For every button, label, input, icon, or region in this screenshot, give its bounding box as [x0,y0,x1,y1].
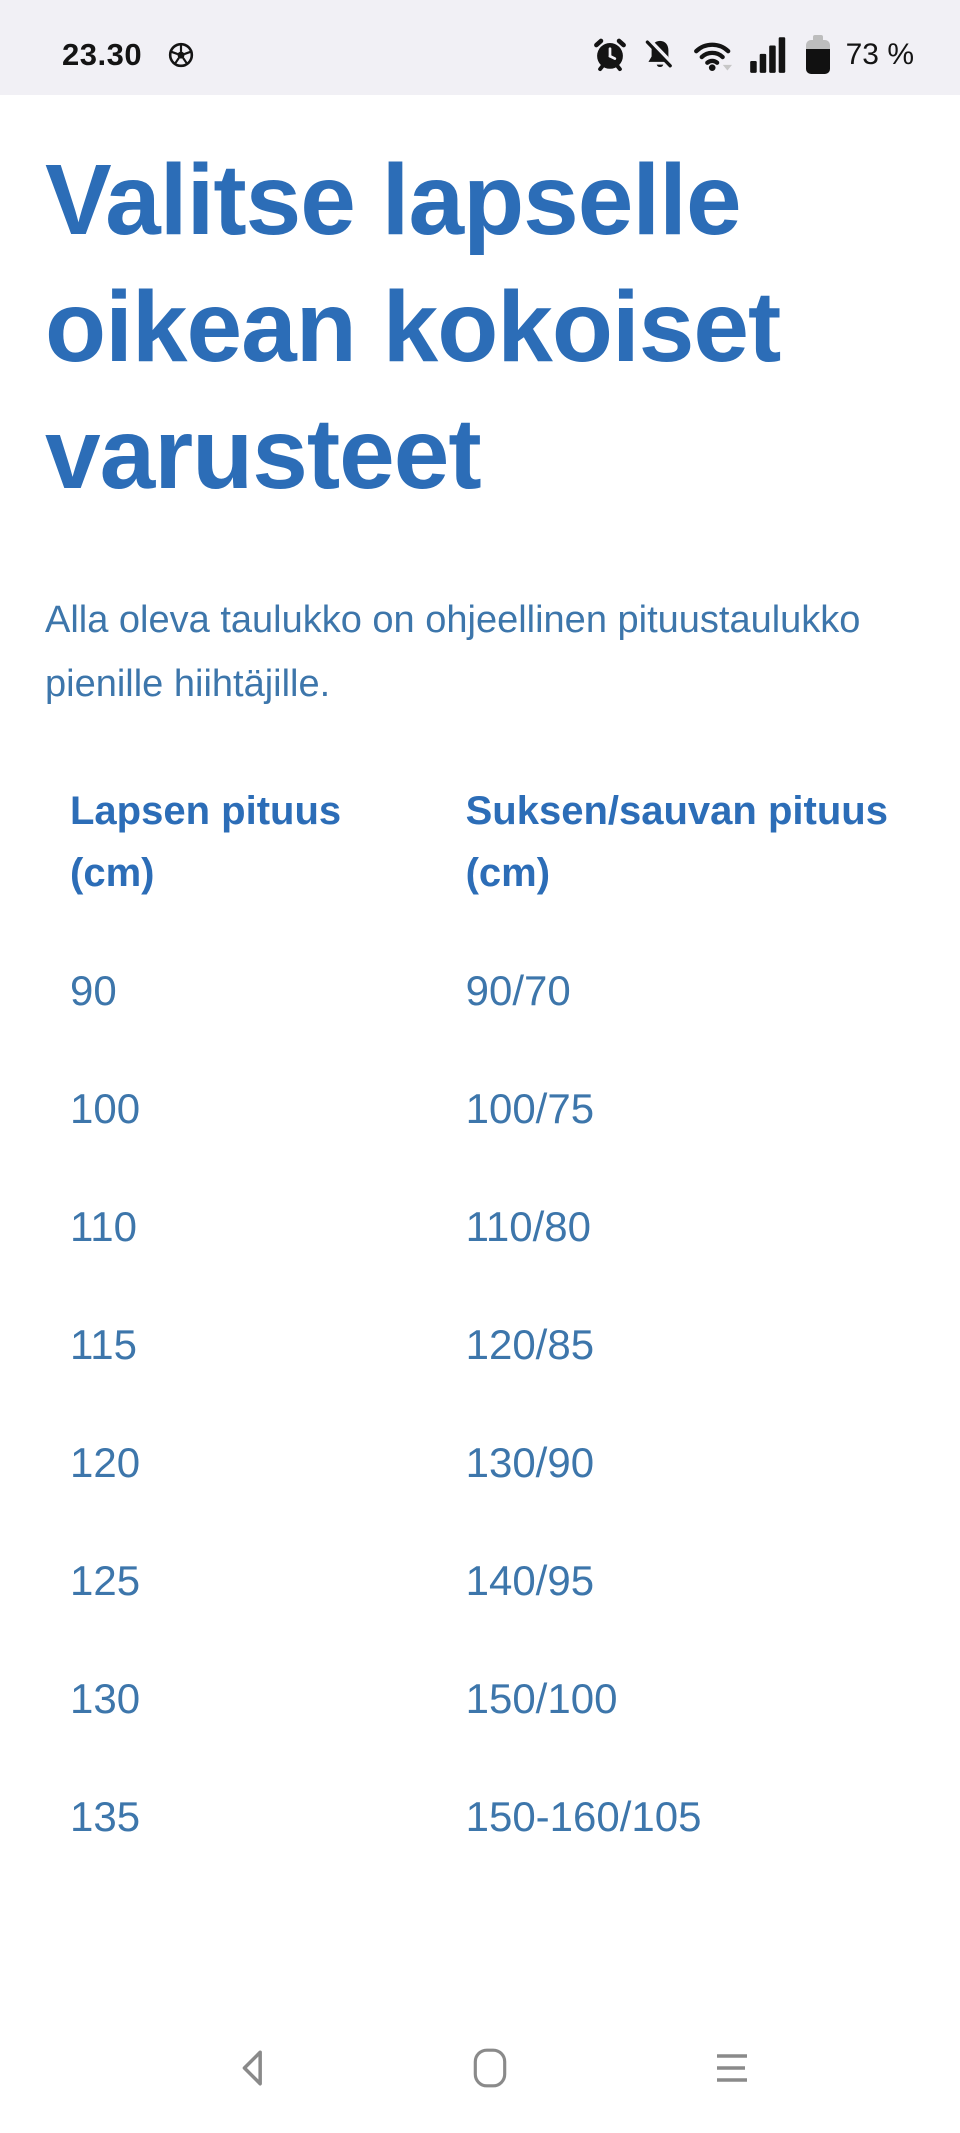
signal-strength-icon [748,36,788,74]
recents-button[interactable] [702,2040,762,2096]
ski-pole-length-cell: 110/80 [465,1203,591,1250]
status-bar-left: 23.30 [62,37,194,73]
size-table: Lapsen pituus (cm) Suksen/sauvan pituus … [45,780,915,1876]
status-time: 23.30 [62,36,143,72]
ski-pole-length-cell: 130/90 [465,1439,595,1486]
android-nav-bar [0,2003,960,2133]
soccer-ball-notification-icon [168,42,194,68]
back-triangle-icon [235,2047,269,2089]
table-row: 130 150/100 [45,1640,915,1758]
table-header-row: Lapsen pituus (cm) Suksen/sauvan pituus … [45,780,915,932]
table-row: 120 130/90 [45,1404,915,1522]
page-title: Valitse lapselle oikean kokoiset varuste… [45,144,781,510]
recents-lines-icon [712,2050,752,2086]
col-header-child-height-line2: (cm) [70,851,155,895]
col-header-child-height-line1: Lapsen pituus [70,789,342,833]
bell-muted-icon [642,37,678,73]
wifi-icon [692,36,734,74]
status-bar: 23.30 [0,0,960,95]
article-content: Valitse lapselle oikean kokoiset varuste… [0,95,960,2003]
ski-pole-length-cell: 150/100 [465,1675,618,1722]
child-height-cell: 135 [70,1793,141,1840]
back-button[interactable] [225,2037,279,2099]
ski-pole-length-cell: 100/75 [465,1085,595,1132]
battery-icon [805,35,830,74]
status-bar-right: 73 % [592,35,914,74]
child-height-cell: 90 [70,967,117,1014]
table-row: 115 120/85 [45,1286,915,1404]
child-height-cell: 130 [70,1675,141,1722]
ski-pole-length-cell: 140/95 [465,1557,595,1604]
table-row: 100 100/75 [45,1050,915,1168]
ski-pole-length-cell: 90/70 [465,967,571,1014]
col-header-child-height: Lapsen pituus (cm) [45,780,441,932]
child-height-cell: 125 [70,1557,141,1604]
child-height-cell: 100 [70,1085,141,1132]
home-squircle-icon [472,2047,508,2089]
alarm-clock-icon [592,37,628,73]
table-row: 135 150-160/105 [45,1758,915,1876]
table-row: 110 110/80 [45,1168,915,1286]
col-header-ski-pole-length-line2: (cm) [465,851,551,895]
intro-text: Alla oleva taulukko on ohjeellinen pituu… [45,599,861,705]
col-header-ski-pole-length-line1: Suksen/sauvan pituus [465,789,888,833]
home-button[interactable] [462,2037,518,2099]
table-row: 90 90/70 [45,932,915,1050]
table-row: 125 140/95 [45,1522,915,1640]
col-header-ski-pole-length: Suksen/sauvan pituus (cm) [441,780,915,932]
ski-pole-length-cell: 120/85 [465,1321,595,1368]
child-height-cell: 115 [70,1321,137,1368]
battery-percent: 73 % [845,37,914,71]
ski-pole-length-cell: 150-160/105 [465,1793,702,1840]
child-height-cell: 120 [70,1439,141,1486]
child-height-cell: 110 [70,1203,137,1250]
